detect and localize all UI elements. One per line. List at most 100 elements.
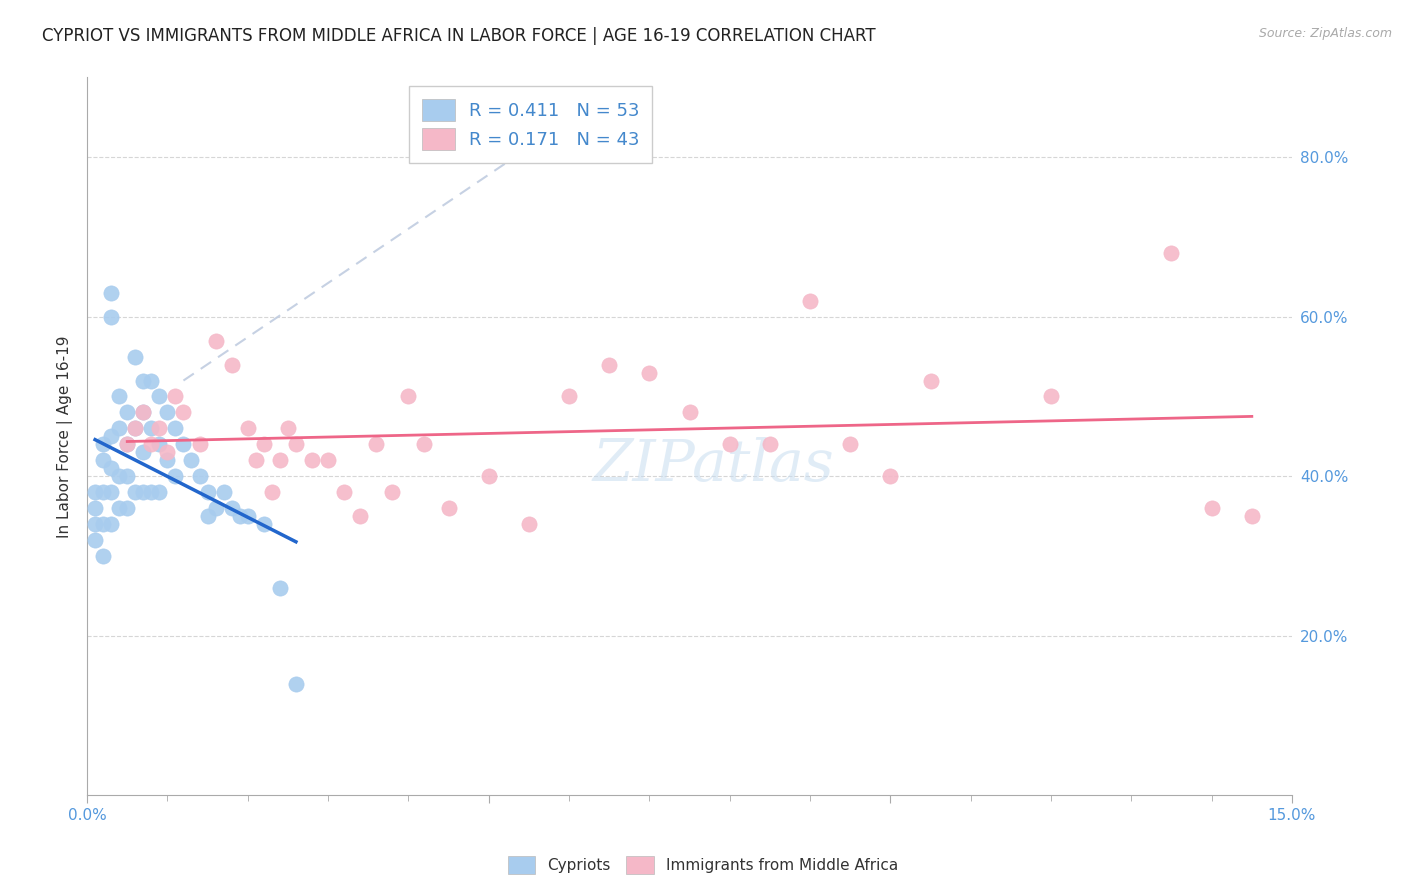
Point <box>91 453 114 467</box>
Point <box>172 405 194 419</box>
Point <box>148 437 170 451</box>
Point <box>141 485 163 500</box>
Point <box>221 358 243 372</box>
Point <box>100 429 122 443</box>
Point <box>1240 509 1263 524</box>
Point <box>188 469 211 483</box>
Point <box>91 549 114 563</box>
Point <box>132 445 155 459</box>
Point <box>260 485 283 500</box>
Point <box>165 421 187 435</box>
Point <box>269 453 291 467</box>
Point <box>349 509 371 524</box>
Text: CYPRIOT VS IMMIGRANTS FROM MIDDLE AFRICA IN LABOR FORCE | AGE 16-19 CORRELATION : CYPRIOT VS IMMIGRANTS FROM MIDDLE AFRICA… <box>42 27 876 45</box>
Point <box>84 517 107 532</box>
Point <box>115 469 138 483</box>
Point <box>197 509 219 524</box>
Point <box>108 469 131 483</box>
Point <box>381 485 404 500</box>
Point <box>141 437 163 451</box>
Point <box>156 453 179 467</box>
Text: Source: ZipAtlas.com: Source: ZipAtlas.com <box>1258 27 1392 40</box>
Point <box>396 389 419 403</box>
Point <box>91 485 114 500</box>
Point <box>437 501 460 516</box>
Point <box>718 437 741 451</box>
Point <box>204 334 226 348</box>
Point <box>284 676 307 690</box>
Point <box>124 421 146 435</box>
Point <box>84 485 107 500</box>
Point <box>141 421 163 435</box>
Point <box>333 485 356 500</box>
Point <box>148 389 170 403</box>
Point <box>100 285 122 300</box>
Point <box>678 405 700 419</box>
Point <box>799 293 821 308</box>
Point <box>148 485 170 500</box>
Point <box>284 437 307 451</box>
Point <box>236 509 259 524</box>
Point <box>115 437 138 451</box>
Point <box>277 421 299 435</box>
Point <box>1201 501 1223 516</box>
Point <box>212 485 235 500</box>
Y-axis label: In Labor Force | Age 16-19: In Labor Force | Age 16-19 <box>58 335 73 538</box>
Point <box>269 581 291 595</box>
Legend: Cypriots, Immigrants from Middle Africa: Cypriots, Immigrants from Middle Africa <box>502 850 904 880</box>
Point <box>759 437 782 451</box>
Point <box>100 517 122 532</box>
Point <box>84 533 107 547</box>
Point <box>879 469 901 483</box>
Point <box>100 310 122 324</box>
Point <box>84 501 107 516</box>
Point <box>156 445 179 459</box>
Point <box>115 437 138 451</box>
Point <box>301 453 323 467</box>
Point <box>920 374 942 388</box>
Point <box>132 374 155 388</box>
Point <box>132 405 155 419</box>
Point <box>478 469 501 483</box>
Point <box>165 469 187 483</box>
Point <box>100 461 122 475</box>
Point <box>253 517 276 532</box>
Point <box>132 405 155 419</box>
Point <box>236 421 259 435</box>
Point <box>148 421 170 435</box>
Point <box>180 453 202 467</box>
Point <box>316 453 339 467</box>
Point <box>1040 389 1063 403</box>
Point <box>124 350 146 364</box>
Point <box>141 374 163 388</box>
Point <box>156 405 179 419</box>
Point <box>221 501 243 516</box>
Point <box>638 366 661 380</box>
Point <box>228 509 250 524</box>
Point <box>598 358 620 372</box>
Point <box>413 437 436 451</box>
Point <box>124 421 146 435</box>
Point <box>366 437 388 451</box>
Point <box>108 389 131 403</box>
Point <box>517 517 540 532</box>
Point <box>115 501 138 516</box>
Point <box>188 437 211 451</box>
Legend: R = 0.411   N = 53, R = 0.171   N = 43: R = 0.411 N = 53, R = 0.171 N = 43 <box>409 87 652 163</box>
Point <box>253 437 276 451</box>
Point <box>558 389 581 403</box>
Point <box>91 517 114 532</box>
Point <box>165 389 187 403</box>
Point <box>108 501 131 516</box>
Point <box>124 485 146 500</box>
Point <box>204 501 226 516</box>
Point <box>100 485 122 500</box>
Point <box>132 485 155 500</box>
Point <box>115 405 138 419</box>
Point <box>91 437 114 451</box>
Point <box>839 437 862 451</box>
Point <box>108 421 131 435</box>
Point <box>197 485 219 500</box>
Point <box>1160 246 1182 260</box>
Point <box>245 453 267 467</box>
